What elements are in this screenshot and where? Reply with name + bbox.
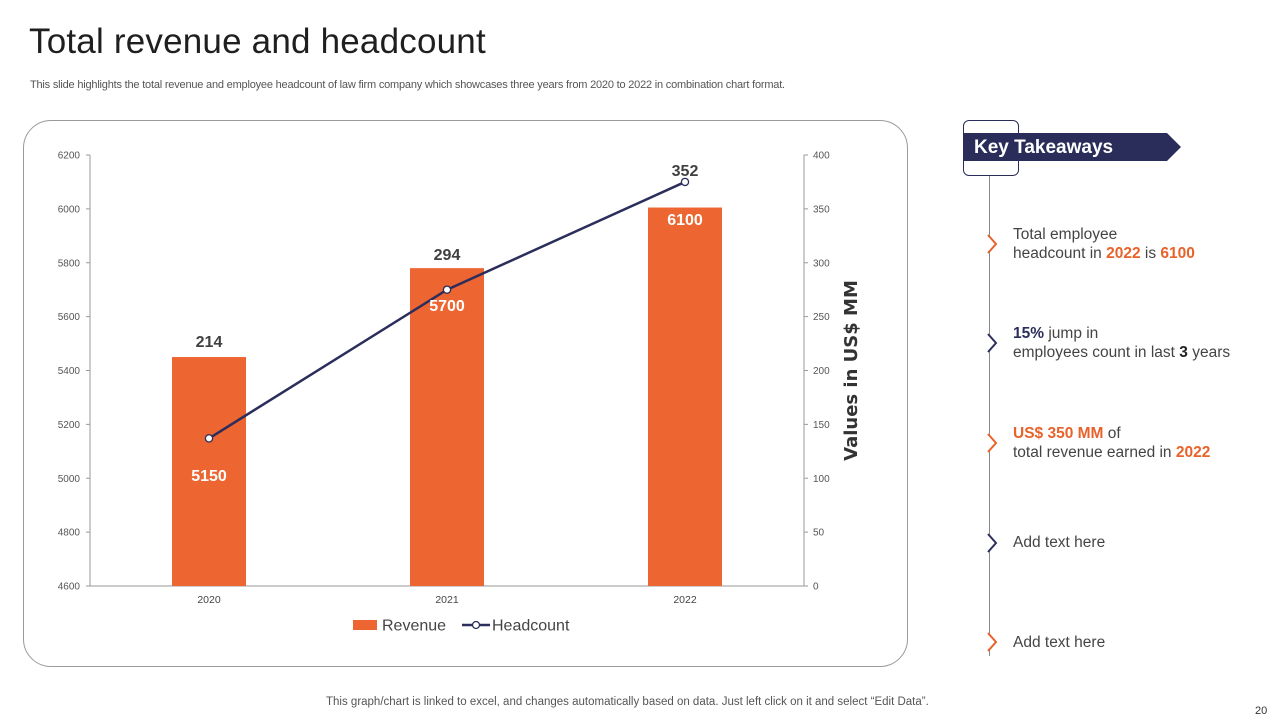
y-right-tick-label: 150 <box>813 420 830 431</box>
timeline-line <box>989 176 990 656</box>
chevron-right-icon <box>987 433 998 453</box>
page-title: Total revenue and headcount <box>29 22 486 61</box>
combo-chart[interactable]: 4600 4800 5000 5200 5400 5600 5800 6000 6200 0 50 1… <box>24 121 909 668</box>
y-right-tick-label: 350 <box>813 204 830 215</box>
revenue-bar <box>172 357 246 586</box>
revenue-bar <box>648 207 722 586</box>
y-left-tick-label: 5800 <box>58 258 81 269</box>
headcount-data-label: 294 <box>434 247 461 264</box>
takeaway-item-5[interactable]: Add text here <box>1013 634 1106 651</box>
page-number: 20 <box>1255 705 1268 717</box>
x-tick-label: 2021 <box>435 594 459 606</box>
legend-headcount-label: Headcount <box>492 618 570 635</box>
y-left-tick-label: 5400 <box>58 366 81 377</box>
takeaway-item-2: 15% jump in employees count in last 3 ye… <box>1013 325 1231 361</box>
y-right-tick-label: 250 <box>813 312 830 323</box>
y-left-tick-label: 4600 <box>58 582 81 593</box>
y-right-tick-label: 50 <box>813 528 825 539</box>
chart-card[interactable]: 4600 4800 5000 5200 5400 5600 5800 6000 6200 0 50 1… <box>23 120 908 667</box>
chevron-right-icon <box>987 234 998 254</box>
y-right-tick-label: 300 <box>813 258 830 269</box>
y-right-tick-label: 0 <box>813 582 819 593</box>
takeaway-item-4[interactable]: Add text here <box>1013 534 1106 551</box>
y-left-tick-label: 5200 <box>58 420 81 431</box>
headcount-data-label: 352 <box>672 163 699 180</box>
legend-revenue-label: Revenue <box>382 618 446 635</box>
headcount-data-label: 214 <box>196 334 223 351</box>
chevron-right-icon <box>987 533 998 553</box>
revenue-data-label: 6100 <box>667 212 703 229</box>
y-right-axis-title: Values in US$ MM <box>841 280 862 461</box>
x-tick-label: 2020 <box>197 594 221 606</box>
y-left-tick-label: 5000 <box>58 474 81 485</box>
headcount-point <box>204 434 214 443</box>
y-left-tick-label: 6000 <box>58 204 81 215</box>
legend-headcount-marker <box>471 620 481 630</box>
y-right-tick-label: 100 <box>813 474 830 485</box>
revenue-data-label: 5700 <box>429 298 465 315</box>
footer-note: This graph/chart is linked to excel, and… <box>326 696 929 708</box>
key-takeaways-label: Key Takeaways <box>974 137 1114 158</box>
chevron-right-icon <box>987 333 998 353</box>
legend-revenue-swatch <box>353 620 377 630</box>
y-left-tick-label: 6200 <box>58 151 81 162</box>
takeaway-item-1: Total employee headcount in 2022 is 6100 <box>1013 226 1195 262</box>
chevron-right-icon <box>987 632 998 652</box>
headcount-point <box>680 177 690 187</box>
page-subtitle: This slide highlights the total revenue … <box>30 79 785 91</box>
banner-arrow-shape <box>963 133 1181 161</box>
y-right-tick-label: 200 <box>813 366 830 377</box>
revenue-data-label: 5150 <box>191 468 227 485</box>
y-left-tick-label: 4800 <box>58 528 81 539</box>
y-left-tick-label: 5600 <box>58 312 81 323</box>
headcount-point <box>442 285 452 294</box>
key-takeaways-header: Key Takeaways <box>963 133 1181 161</box>
x-tick-label: 2022 <box>673 594 697 606</box>
takeaway-item-3: US$ 350 MM of total revenue earned in 20… <box>1013 425 1211 461</box>
y-right-tick-label: 400 <box>813 151 830 162</box>
revenue-bar <box>410 268 484 586</box>
